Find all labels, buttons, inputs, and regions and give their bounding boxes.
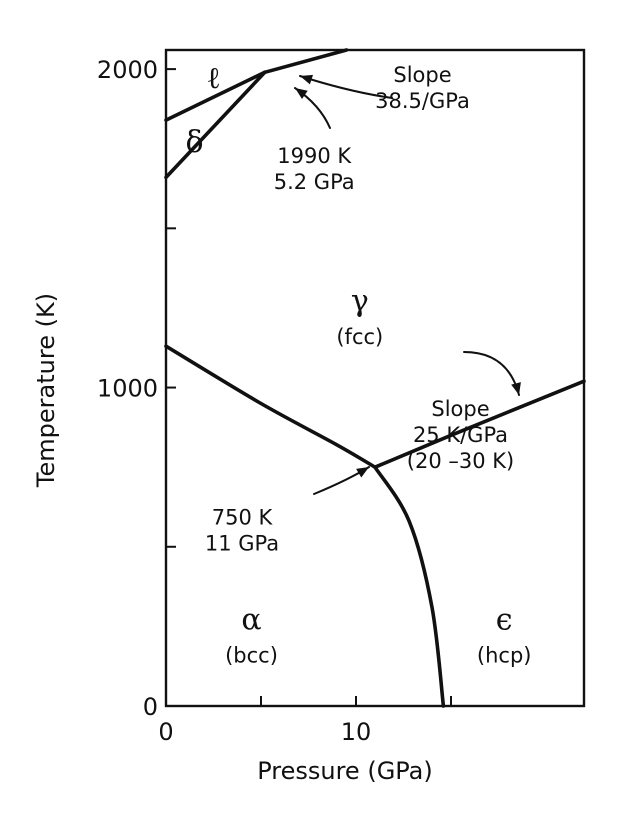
annotation-3-line-1: Slope <box>431 397 489 421</box>
phase-boundary-line-2 <box>373 465 446 708</box>
phase-symbol-4: α <box>241 603 261 638</box>
annotation-arrows-group <box>294 74 521 495</box>
y-axis-title: Temperature (K) <box>32 293 60 488</box>
annotation-arrowhead-4 <box>356 467 369 478</box>
phase-boundary-line-6 <box>263 48 349 75</box>
y-tick-label-2000: 2000 <box>97 56 158 84</box>
x-axis-title: Pressure (GPa) <box>257 757 433 785</box>
annotation-2-line-2: 5.2 GPa <box>274 170 355 194</box>
annotation-1-line-1: Slope <box>393 63 451 87</box>
y-tick-label-1000: 1000 <box>97 375 158 403</box>
ticks-group <box>165 68 452 707</box>
plot-frame <box>164 48 586 708</box>
phase-structure-label-4: (bcc) <box>225 644 278 668</box>
annotation-2-line-1: 1990 K <box>277 144 352 168</box>
annotation-3-line-3: (20 –30 K) <box>407 449 514 473</box>
annotation-3-line-2: 25 K/GPa <box>413 423 508 447</box>
phase-boundary-line-5 <box>164 70 267 122</box>
annotation-arrow-3 <box>463 351 520 396</box>
annotation-arrowhead-2 <box>295 88 308 99</box>
phase-structure-label-5: (hcp) <box>477 644 532 668</box>
phase-boundary-line-1 <box>164 344 377 469</box>
annotation-1-line-2: 38.5/GPa <box>375 89 470 113</box>
annotation-3: Slope 25 K/GPa (20 –30 K) <box>407 397 514 473</box>
labels-group: 0 10 0 1000 2000 Pressure (GPa) Temperature (K… <box>32 56 531 785</box>
annotation-1: Slope 38.5/GPa <box>375 63 470 113</box>
phase-symbol-3: γ <box>351 284 369 319</box>
phase-structure-label-3: (fcc) <box>336 325 383 349</box>
phase-symbol-5: ϵ <box>496 603 513 638</box>
annotation-arrowhead-3 <box>511 382 521 395</box>
plot-frame-group <box>164 48 586 708</box>
phase-symbol-2: δ <box>185 125 203 160</box>
y-tick-label-0: 0 <box>143 693 158 721</box>
annotation-2: 1990 K 5.2 GPa <box>274 144 355 194</box>
annotation-4-line-1: 750 K <box>212 505 274 529</box>
x-tick-label-0: 0 <box>158 718 173 746</box>
phase-boundaries-group <box>164 48 586 708</box>
phase-symbol-1: ℓ <box>206 61 220 96</box>
annotation-4: 750 K 11 GPa <box>205 505 279 555</box>
phase-boundary-line-3 <box>373 379 586 469</box>
annotation-4-line-2: 11 GPa <box>205 531 279 555</box>
x-tick-label-10: 10 <box>341 718 372 746</box>
annotation-arrowhead-1 <box>300 74 313 85</box>
phase-boundary-line-4 <box>164 70 267 180</box>
